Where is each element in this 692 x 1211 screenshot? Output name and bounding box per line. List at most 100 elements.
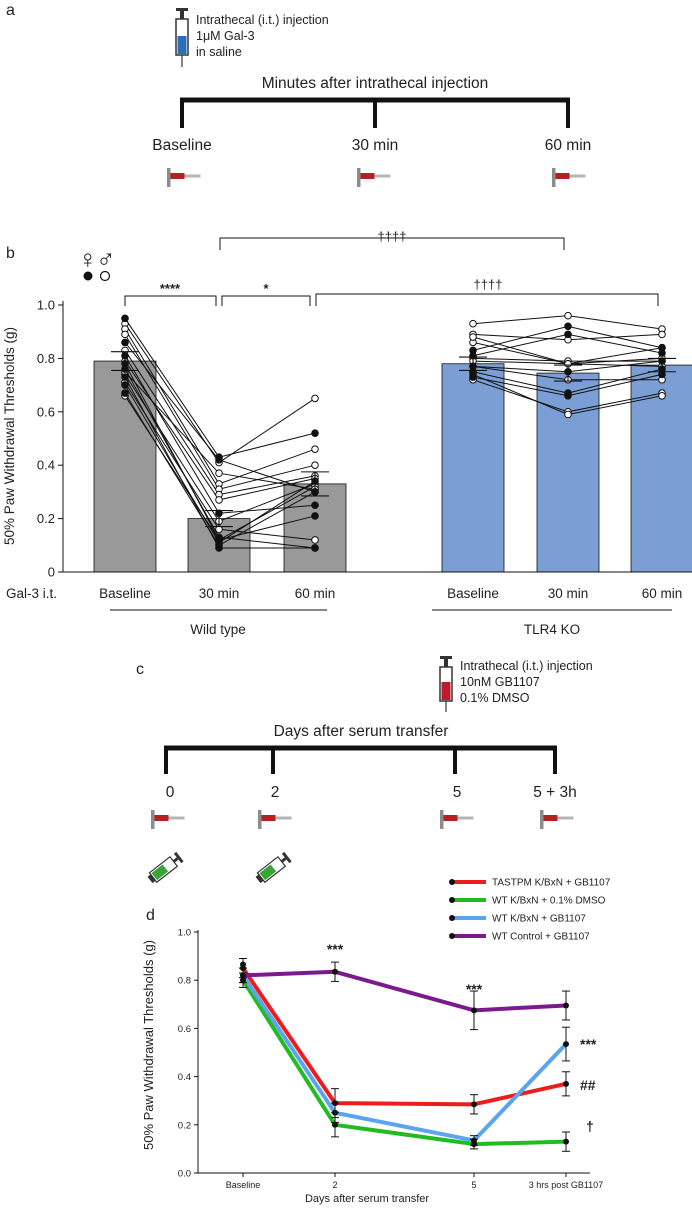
panel-b: b ♀ ♂ 50% Paw Withdrawal Thresholds (g) … [2, 229, 692, 637]
timepoint-day-5-3h: 5 + 3h [533, 784, 577, 801]
chart-b-x-axis: Baseline 30 min 60 min Baseline 30 min 60 min [63, 571, 692, 601]
chart-d-axes: 0.0 0.2 0.4 0.6 0.8 1.0 Baseline 2 5 3 hrs post G… [178, 928, 603, 1191]
x-tick-label: 60 min [642, 586, 683, 601]
legend-label: WT K/BxN + 0.1% DMSO [492, 896, 606, 907]
female-point [121, 373, 129, 381]
von-frey-probe-icon [540, 810, 574, 829]
timepoint-30-min: 30 min [352, 137, 399, 154]
male-point [121, 330, 129, 339]
timepoint-day-2: 2 [271, 784, 280, 801]
timepoint-baseline: Baseline [152, 137, 211, 154]
sig-wt-vs-ko-60: †††† [474, 277, 503, 292]
sig-day2: *** [327, 941, 344, 957]
chart-b-error-bars [111, 351, 676, 528]
chart-d-ylabel: 50% Paw Withdrawal Thresholds (g) [141, 940, 156, 1150]
syringe-icon [175, 8, 189, 67]
x-tick-label: Baseline [226, 1180, 261, 1190]
female-point [121, 314, 129, 323]
data-point [563, 1138, 569, 1145]
serum-syringe-icon [255, 851, 292, 884]
panel-a-letter: a [6, 2, 15, 19]
legend-label: TASTPM K/BxN + GB1107 [492, 878, 611, 889]
x-tick-label: Baseline [447, 586, 499, 601]
von-frey-probe-icon [258, 810, 292, 829]
female-point [311, 429, 319, 437]
sig-baseline-30min: **** [160, 281, 181, 296]
timeline-title: Days after serum transfer [274, 723, 449, 740]
female-point [564, 330, 572, 339]
timeline-bar [180, 97, 570, 128]
male-point [215, 496, 223, 504]
male-point [564, 410, 572, 419]
injection-line-2: 1μM Gal-3 [196, 29, 255, 43]
injection-line-1: Intrathecal (i.t.) injection [196, 13, 329, 27]
x-tick-label: 60 min [295, 586, 336, 601]
sig-30min-60min: * [263, 281, 269, 296]
bar-ko-baseline [441, 363, 505, 573]
serum-syringe-icon [147, 851, 184, 884]
male-point [215, 469, 223, 478]
chart-b-individual-lines [121, 311, 666, 552]
y-tick-label: 0.4 [178, 1072, 191, 1083]
female-point [121, 338, 129, 347]
x-tick-label: 3 hrs post GB1107 [529, 1180, 603, 1190]
male-point [469, 319, 477, 328]
legend-marker [449, 933, 455, 939]
y-tick-label: 0.2 [178, 1120, 191, 1131]
data-point [471, 1137, 477, 1144]
syringe-icon [439, 656, 453, 712]
male-point [564, 311, 572, 320]
injection-line-2: 10nM GB1107 [460, 675, 540, 689]
legend-label: WT K/BxN + GB1107 [492, 914, 586, 925]
y-tick-label: 0.6 [37, 404, 55, 419]
chart-b-xlabel-prefix: Gal-3 i.t. [6, 586, 57, 601]
x-tick-label: 30 min [199, 586, 240, 601]
y-tick-label: 0.4 [37, 458, 55, 473]
female-point [658, 349, 666, 357]
chart-d-xlabel: Days after serum transfer [305, 1193, 429, 1205]
y-tick-label: 0.0 [178, 1169, 191, 1180]
timeline-bar [164, 745, 557, 774]
male-point [658, 391, 666, 400]
panel-d-letter: d [146, 907, 155, 924]
data-point [471, 1101, 477, 1108]
von-frey-probe-icon [167, 168, 201, 187]
y-tick-label: 1.0 [37, 298, 55, 313]
legend-label: WT Control + GB1107 [492, 932, 590, 943]
female-symbol: ♀ [78, 244, 98, 274]
y-tick-label: 1.0 [178, 928, 191, 939]
timepoint-60-min: 60 min [545, 137, 592, 154]
female-point [121, 381, 129, 389]
male-point [658, 330, 666, 339]
chart-b-bars [93, 360, 692, 573]
male-point [311, 394, 319, 403]
y-tick-label: 0.8 [37, 351, 55, 366]
panel-c: c Intrathecal (i.t.) injection 10nM GB11… [136, 656, 593, 884]
y-tick-label: 0.2 [37, 511, 55, 526]
data-point [240, 972, 246, 979]
sig-day5: *** [466, 981, 483, 997]
legend-marker [449, 897, 455, 903]
legend-marker [449, 879, 455, 885]
data-point [563, 1041, 569, 1048]
data-point [332, 968, 338, 975]
male-point [311, 536, 319, 544]
female-point [215, 533, 223, 542]
legend-marker [449, 915, 455, 921]
sig-wt-vs-ko-30: †††† [378, 229, 407, 244]
x-tick-label: 5 [471, 1180, 476, 1190]
bar-ko-30-min [536, 372, 600, 573]
female-point [311, 544, 319, 552]
y-tick-label: 0 [48, 565, 55, 580]
group-wild-type: Wild type [190, 622, 246, 637]
timeline-title: Minutes after intrathecal injection [262, 75, 489, 92]
von-frey-probe-icon [552, 168, 586, 187]
von-frey-probe-icon [151, 810, 185, 829]
male-point [311, 461, 319, 470]
chart-d-legend: TASTPM K/BxN + GB1107 WT K/BxN + 0.1% DMS… [449, 878, 611, 943]
sig-3h-gb1107: ## [580, 1077, 596, 1093]
series-line [241, 967, 567, 1107]
data-point [240, 961, 246, 968]
data-point [332, 1109, 338, 1116]
